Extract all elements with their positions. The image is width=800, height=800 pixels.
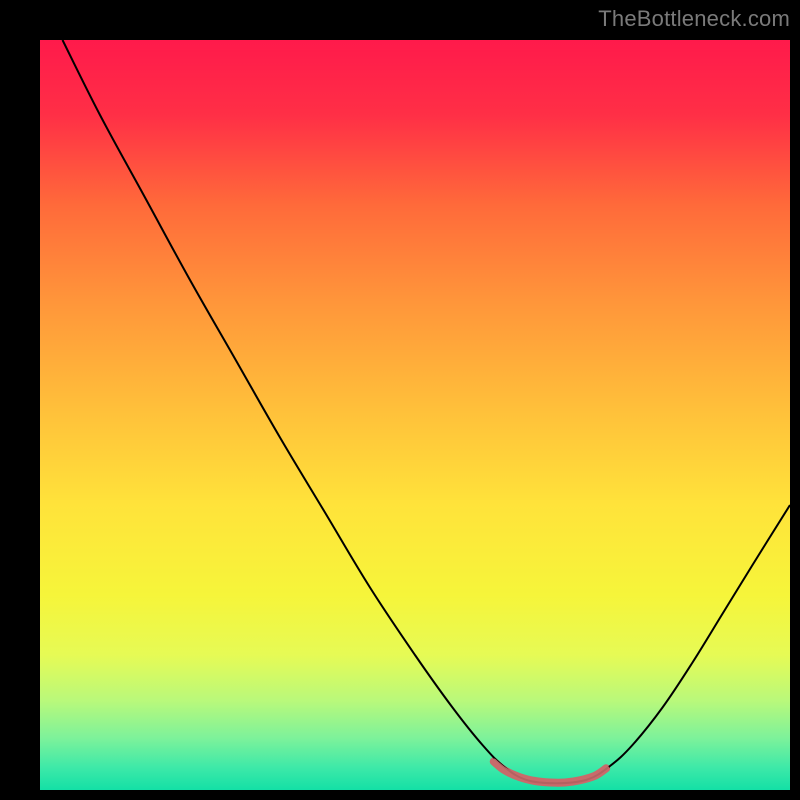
bottleneck-curve-chart	[40, 40, 790, 790]
chart-frame: TheBottleneck.com	[0, 0, 800, 800]
chart-svg	[40, 40, 790, 790]
source-watermark: TheBottleneck.com	[598, 6, 790, 32]
gradient-background	[40, 40, 790, 790]
